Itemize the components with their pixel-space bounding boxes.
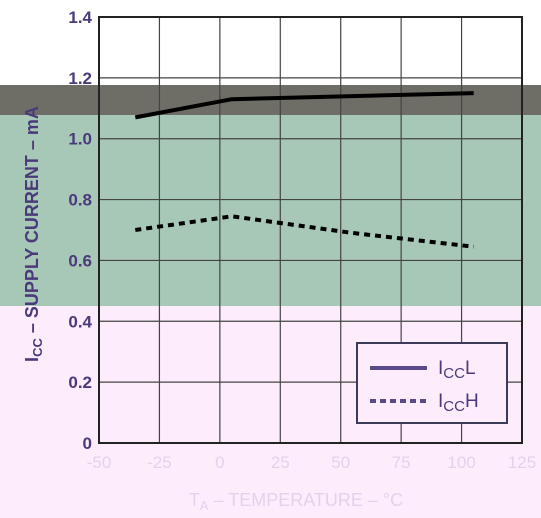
y-tick-label: 0.8: [68, 191, 92, 210]
band-pink-bottom: [0, 433, 541, 518]
x-axis-title: TA – TEMPERATURE – °C: [189, 490, 403, 513]
x-tick-label: 125: [508, 453, 536, 472]
series-line-l: [134, 91, 474, 120]
series-lines: [134, 91, 474, 249]
x-tick-label: 25: [271, 453, 290, 472]
y-tick-label: 0.6: [68, 251, 92, 270]
y-axis-title: ICC – SUPPLY CURRENT – mA: [22, 106, 45, 362]
band-green: [0, 111, 541, 306]
legend: ICCL ICCH: [356, 342, 508, 424]
x-tick-labels: -50 -25 0 25 50 75 100 125: [87, 453, 536, 472]
y-tick-label: 0.4: [68, 312, 92, 331]
y-tick-label: 1.2: [68, 69, 92, 88]
plot-frame: [98, 16, 523, 444]
y-tick-labels: 0 0.2 0.4 0.6 0.8 1.0 1.2 1.4: [68, 8, 92, 453]
x-tick-label: -25: [147, 453, 172, 472]
x-tick-label: 100: [447, 453, 475, 472]
legend-label-iccl: ICCL: [438, 358, 476, 382]
legend-label-icch: ICCH: [438, 391, 479, 415]
legend-box: [356, 342, 508, 424]
x-tick-label: 75: [392, 453, 411, 472]
x-tick-label: 50: [331, 453, 350, 472]
x-tick-label: 0: [215, 453, 224, 472]
y-tick-label: 0: [83, 434, 92, 453]
grid-lines: [98, 16, 523, 444]
y-tick-label: 1.0: [68, 130, 92, 149]
y-tick-label: 0.2: [68, 373, 92, 392]
series-line-h: [135, 214, 474, 249]
y-tick-label: 1.4: [68, 8, 92, 27]
x-tick-label: -50: [87, 453, 112, 472]
